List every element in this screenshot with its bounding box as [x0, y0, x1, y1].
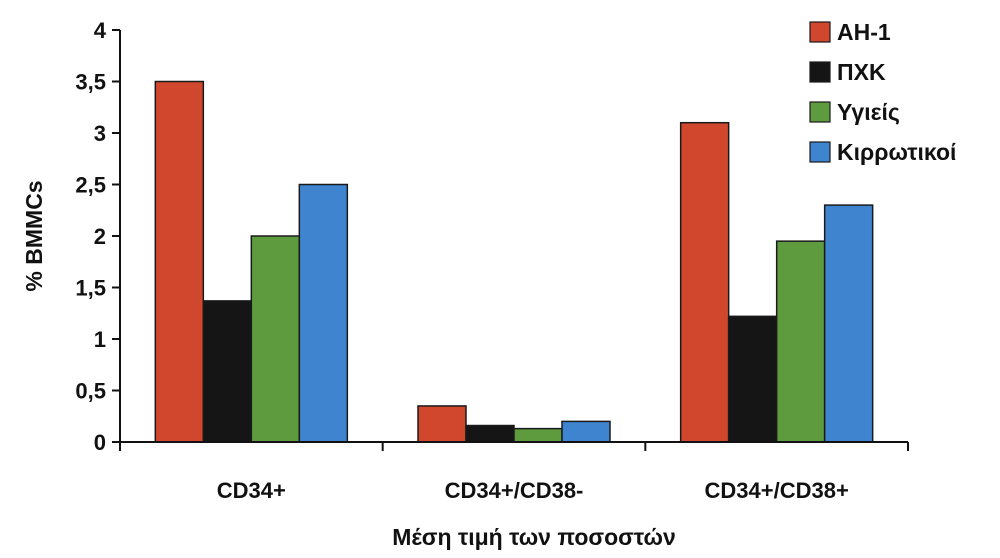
x-category-label: CD34+/CD38-	[445, 478, 584, 503]
legend-label: Υγιείς	[837, 99, 900, 125]
y-tick-label: 3	[94, 121, 106, 146]
bar	[823, 204, 874, 443]
x-category-label: CD34+/CD38+	[705, 478, 849, 503]
legend: AH-1 ΠΧΚ Υγιείς Κιρρωτικοί	[809, 19, 956, 165]
bar	[298, 183, 349, 443]
bar	[417, 405, 467, 443]
legend-swatch	[809, 101, 831, 123]
bars-group	[154, 80, 874, 443]
y-tick-label: 1	[94, 327, 106, 352]
y-tick-label: 4	[94, 18, 107, 43]
bar	[202, 300, 253, 443]
legend-label: AH-1	[837, 19, 891, 45]
x-category-label: CD34+	[217, 478, 286, 503]
legend-label: Κιρρωτικοί	[837, 139, 956, 165]
y-tick-label: 3,5	[75, 70, 106, 95]
bar	[775, 240, 826, 443]
bar	[727, 315, 778, 443]
bar	[561, 420, 611, 443]
y-tick-label: 1,5	[75, 276, 106, 301]
legend-label: ΠΧΚ	[837, 59, 886, 85]
y-tick-label: 0,5	[75, 379, 106, 404]
bar	[154, 80, 205, 443]
legend-swatch	[809, 61, 831, 83]
y-tick-label: 2,5	[75, 173, 106, 198]
x-axis-title: Μέση τιμή των ποσοστών	[392, 524, 676, 550]
y-ticks-group: 0 0,5 1 1,5 2 2,5 3 3,5 4	[75, 18, 120, 455]
y-tick-label: 2	[94, 224, 106, 249]
legend-swatch	[809, 141, 831, 163]
legend-swatch	[809, 21, 831, 43]
bar	[250, 235, 301, 443]
y-axis-title: % BMMCs	[21, 180, 47, 291]
bar	[513, 427, 563, 443]
x-ticks-group: CD34+ CD34+/CD38- CD34+/CD38+	[119, 442, 909, 503]
bar	[679, 121, 730, 443]
bar	[465, 424, 515, 443]
y-tick-label: 0	[94, 430, 106, 455]
